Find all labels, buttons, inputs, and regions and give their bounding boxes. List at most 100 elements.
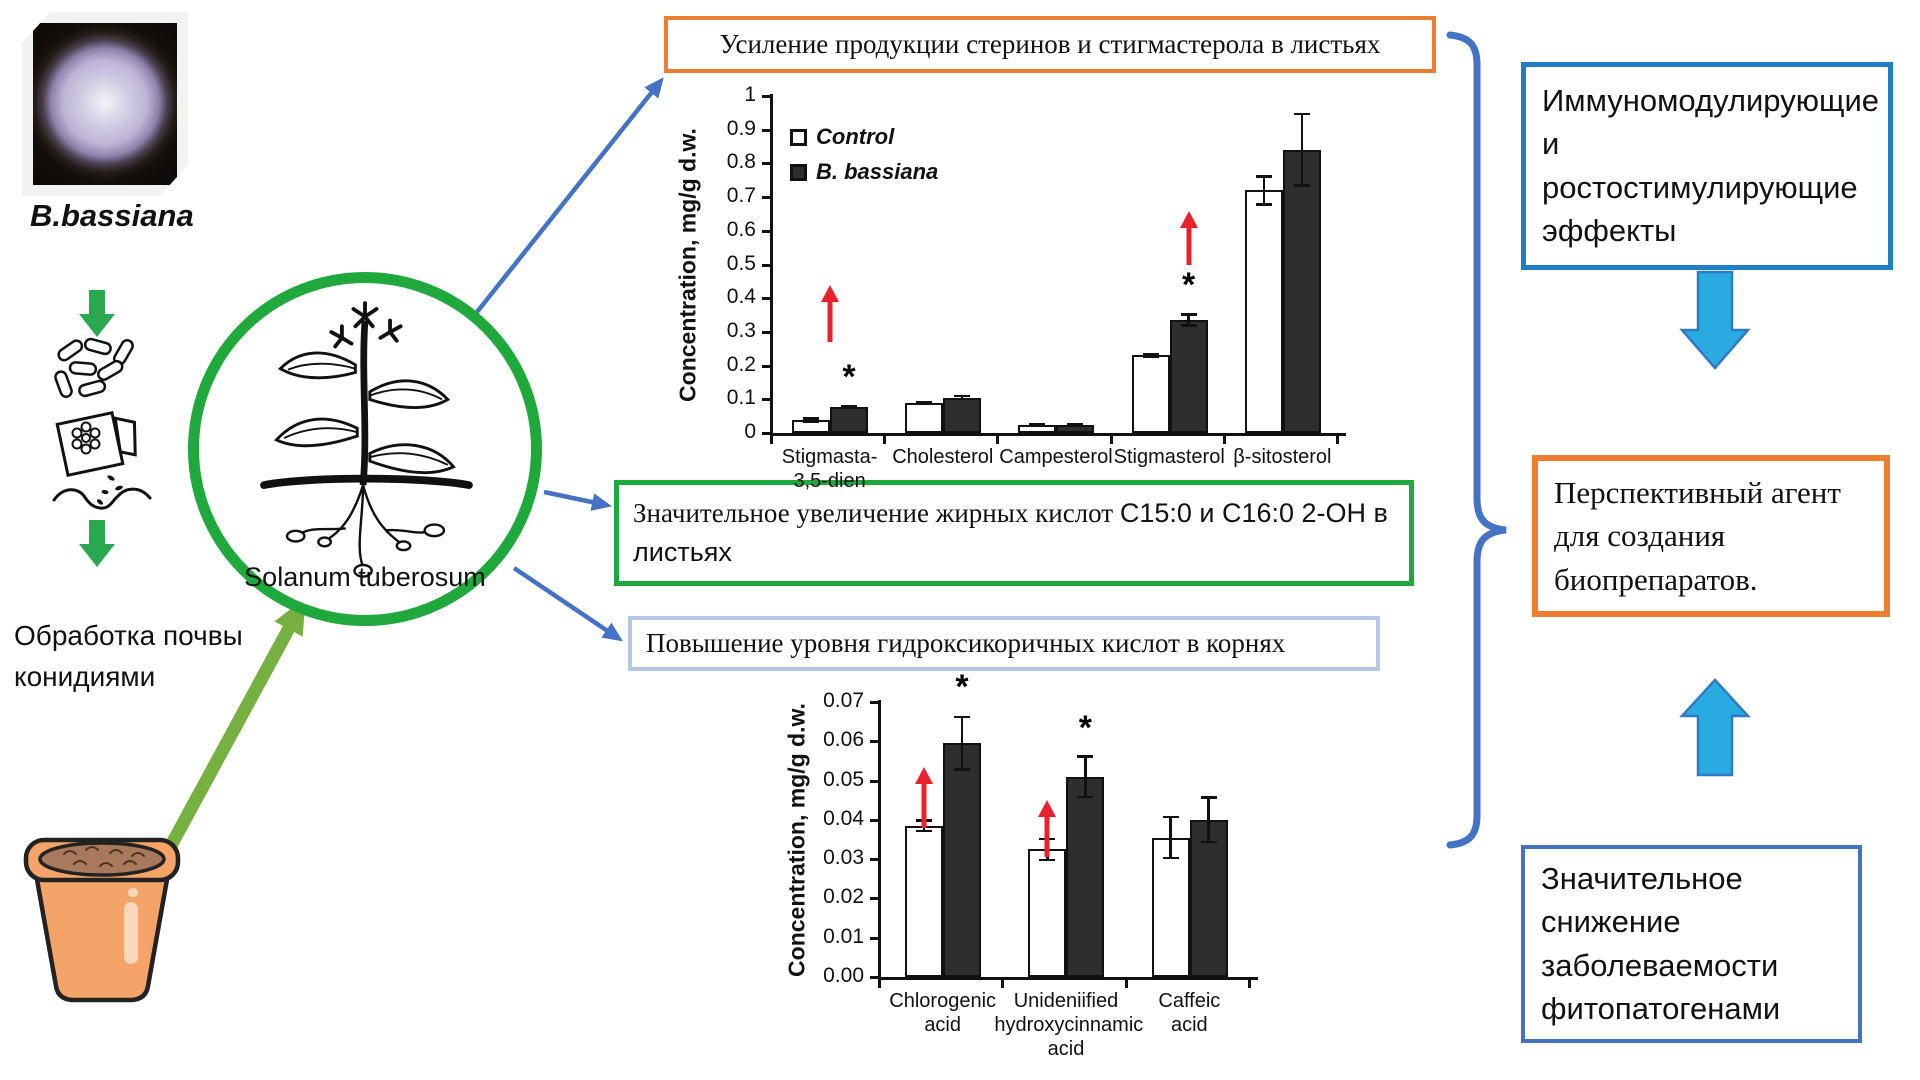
y-tick-label: 0.6 (726, 217, 756, 241)
category-label: Stigmasterol (1113, 446, 1225, 468)
y-tick-mark (870, 936, 878, 940)
conidia-icon (54, 337, 134, 398)
green-down-arrow-icon (79, 290, 115, 337)
error-bar (1029, 423, 1046, 427)
error-bar (803, 417, 819, 423)
treatment-bar (830, 406, 868, 433)
y-tick-mark (762, 364, 770, 368)
y-tick-mark (762, 229, 770, 233)
treatment-bar (1169, 320, 1208, 433)
green-down-arrow-icon (79, 520, 115, 567)
legend-label: Control (816, 124, 895, 149)
y-axis-line (878, 700, 881, 980)
promising-agent-box: Перспективный агент для создания биопреп… (1532, 455, 1890, 618)
y-tick-mark (762, 95, 770, 98)
x-tick-mark (883, 436, 887, 444)
y-tick-mark (762, 330, 770, 334)
error-bar (1180, 313, 1197, 327)
category-label: Chlorogenic acid (889, 990, 997, 1036)
chart-legend: Control B. bassiana (790, 124, 938, 194)
petri-dish-photo-frame (22, 12, 188, 196)
y-tick-mark (870, 701, 878, 704)
y-tick-mark (870, 779, 878, 783)
error-bar (916, 400, 933, 405)
y-tick-mark (870, 858, 878, 862)
arrow-to-sterols-box (475, 77, 664, 314)
category-label: Campesterol (999, 446, 1113, 468)
x-tick-mark (1336, 436, 1339, 444)
y-tick-mark (762, 263, 770, 267)
error-bar (1077, 755, 1094, 799)
control-bar (1028, 849, 1067, 977)
y-tick-mark (762, 398, 770, 402)
error-bar (1162, 815, 1179, 860)
error-bar (1067, 423, 1084, 427)
y-tick-label: 0.03 (823, 846, 864, 870)
y-tick-mark (870, 897, 878, 901)
error-bar (1255, 175, 1272, 206)
y-tick-label: 0.8 (726, 150, 756, 174)
x-tick-mark (1222, 436, 1226, 444)
error-bar (1200, 796, 1217, 844)
increase-arrow (1035, 800, 1059, 858)
significance-asterisk: * (842, 358, 856, 397)
control-bar (905, 402, 944, 433)
y-tick-label: 0.4 (726, 285, 756, 309)
category-label: Cholesterol (892, 446, 994, 468)
error-bar (841, 405, 857, 409)
treatment-bar (1066, 776, 1105, 977)
error-bar (1142, 352, 1159, 359)
fatty-acids-text-sans: С15:0 и С16:0 2-ОН в листьях (633, 498, 1388, 568)
y-tick-label: 0 (744, 420, 756, 443)
legend-swatch (790, 163, 807, 181)
legend-label: B. bassiana (816, 159, 939, 184)
y-tick-label: 0.01 (823, 924, 864, 948)
y-tick-mark (870, 740, 878, 744)
plant-circle: Solanum tuberosum (188, 272, 542, 626)
potato-plant-illustration (260, 301, 473, 578)
x-tick-mark (770, 436, 773, 444)
soil-pot-icon (23, 837, 181, 1003)
y-tick-label: 0.2 (726, 352, 756, 376)
conidia-packet-icon (52, 410, 152, 510)
sterols-finding-box: Усиление продукции стеринов и стигмастер… (664, 16, 1436, 73)
control-bar (905, 825, 943, 977)
y-tick-mark (762, 162, 770, 166)
x-axis-line (770, 433, 1346, 436)
x-tick-mark (996, 436, 1000, 444)
treatment-bar (1282, 149, 1321, 433)
cyan-down-arrow-icon (1679, 270, 1751, 370)
error-bar (954, 394, 971, 401)
y-tick-label: 0.06 (823, 728, 864, 752)
treatment-bar (943, 397, 982, 433)
y-tick-label: 0.00 (823, 964, 864, 987)
x-axis-line (878, 977, 1258, 980)
y-tick-mark (762, 128, 770, 132)
x-tick-mark (1109, 436, 1113, 444)
phytopathogens-box: Значительное снижение заболеваемости фит… (1521, 845, 1862, 1043)
y-tick-label: 0.9 (726, 116, 756, 140)
y-tick-label: 0.7 (726, 184, 756, 208)
legend-item: Control (790, 124, 938, 150)
soil-treatment-label: Обработка почвы конидиями (14, 620, 243, 692)
bbassiana-label: B.bassiana (30, 198, 194, 233)
control-bar (1244, 190, 1283, 433)
hydroxycinnamic-bar-chart: Concentration, mg/g d.w. 0.00 0.01 0.02 0.03… (775, 668, 1335, 1080)
category-label: Stigmasta- 3,5-dien (781, 446, 878, 492)
y-tick-label: 0.3 (726, 318, 756, 342)
fatty-acids-text-serif: Значительное увеличение жирных кислот (633, 498, 1120, 528)
category-label: Unideniified hydroxycinnamic acid (994, 990, 1144, 1060)
y-tick-label: 1 (744, 83, 756, 106)
y-tick-mark (762, 432, 770, 435)
x-tick-mark (1001, 980, 1005, 988)
legend-swatch (790, 128, 807, 146)
increase-arrow (912, 766, 936, 828)
x-tick-mark (878, 980, 881, 988)
control-bar (1131, 355, 1170, 433)
fungal-colony-image (33, 23, 177, 185)
y-tick-label: 0.1 (726, 386, 756, 410)
curly-brace (1446, 31, 1507, 849)
plant-circle-label: Solanum tuberosum (244, 562, 486, 592)
x-tick-mark (1248, 980, 1251, 988)
